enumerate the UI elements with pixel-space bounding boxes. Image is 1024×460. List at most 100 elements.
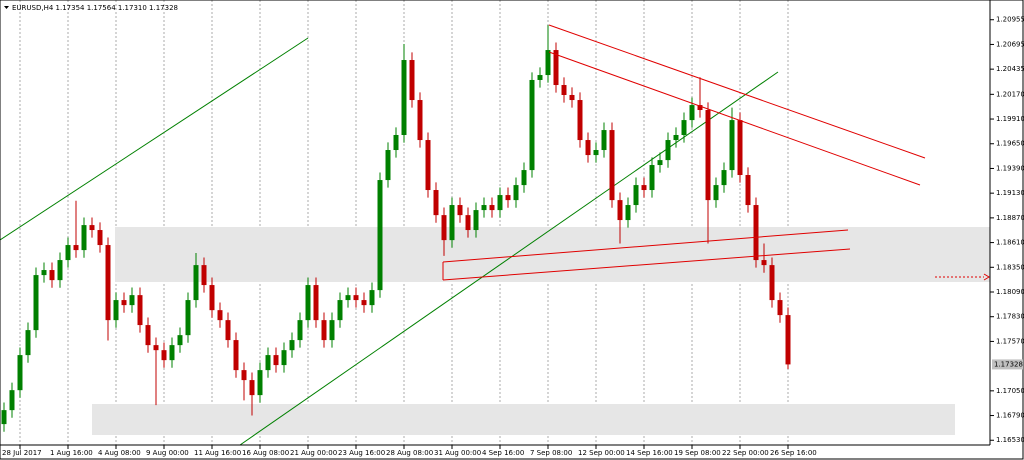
candle-body [665,140,671,161]
candle-body [681,120,687,136]
y-tick-label: 1.18610 [996,239,1024,247]
x-tick-label: 16 Aug 08:00 [242,449,289,457]
candle-body [289,340,295,351]
candle-body [545,50,551,76]
candle-body [497,195,503,211]
y-tick-label: 1.17570 [996,337,1024,345]
candle-body [409,60,415,101]
x-tick-label: 26 Sep 16:00 [770,449,817,457]
candle-body [649,165,655,191]
y-tick-label: 1.17050 [996,387,1024,395]
candle-body [225,320,231,341]
candle-body [65,245,71,261]
candle-body [337,300,343,321]
candle-body [121,300,127,306]
candle-body [49,270,55,281]
price-arrow-head [983,273,990,281]
axes: 1.20955 1.20695 1.20435 1.20170 1.19910 1.196… [2,16,1024,457]
candles [1,24,791,432]
candle-body [777,300,783,316]
candle-body [113,300,119,321]
candle-body [601,130,607,151]
x-tick-label: 23 Aug 16:00 [338,449,385,457]
y-tick-label: 1.19390 [996,164,1024,172]
candle-body [185,300,191,336]
candle-body [257,370,263,396]
candle-body [657,160,663,166]
x-tick-label: 1 Aug 16:00 [50,449,93,457]
y-tick-label: 1.20435 [996,65,1024,73]
x-tick-label: 14 Sep 16:00 [626,449,673,457]
candle-body [705,110,711,201]
candle-body [241,370,247,381]
candle-body [249,380,255,396]
candle-body [481,205,487,211]
x-tick-label: 19 Sep 08:00 [674,449,721,457]
candle-body [633,185,639,206]
candle-body [321,320,327,341]
candle-body [641,185,647,191]
channel-line [548,51,921,186]
candle-body [201,265,207,286]
y-tick-label: 1.20955 [996,16,1024,24]
channel-line [548,24,926,159]
x-tick-label: 9 Aug 00:00 [146,449,189,457]
candle-body [713,185,719,201]
candle-body [217,310,223,321]
x-tick-label: 28 Jul 2017 [2,449,42,457]
candle-body [377,180,383,291]
candle-body [537,75,543,80]
candle-body [737,120,743,176]
channel-line [442,248,851,281]
menu-icon[interactable] [4,6,9,9]
last-price-box [992,359,1023,370]
candle-body [57,260,63,281]
candle-body [753,205,759,261]
candle-body [25,330,31,356]
candle-body [89,225,95,231]
candle-body [97,230,103,246]
y-tick-label: 1.19650 [996,140,1024,148]
candle-body [721,170,727,186]
candle-body [305,285,311,321]
x-tick-label: 4 Sep 16:00 [482,449,524,457]
candle-body [457,205,463,216]
candle-body [441,215,447,241]
candle-body [1,410,7,425]
candle-body [265,355,271,371]
candle-body [593,150,599,156]
candle-body [233,340,239,371]
x-tick-label: 11 Aug 16:00 [194,449,241,457]
candle-body [513,185,519,201]
candle-body [209,285,215,311]
y-tick-label: 1.19130 [996,189,1024,197]
y-tick-label: 1.19910 [996,115,1024,123]
candle-body [385,150,391,181]
candle-body [729,120,735,171]
candle-body [609,130,615,201]
candle-body [585,140,591,156]
x-tick-label: 28 Aug 08:00 [386,449,433,457]
y-tick-label: 1.17830 [996,313,1024,321]
zone-upper [115,227,990,282]
candle-body [673,135,679,141]
candle-body [393,135,399,151]
candle-body [569,94,575,101]
candle-body [369,290,375,306]
last-price-label: 1.17328 [994,360,1023,368]
candle-body [153,345,159,351]
candle-body [161,350,167,361]
candle-body [697,105,703,111]
candle-body [9,390,15,411]
x-tick-label: 7 Sep 08:00 [530,449,572,457]
y-tick-label: 1.16790 [996,412,1024,420]
trend-line [0,37,309,241]
candle-body [617,200,623,221]
candle-body [577,100,583,141]
chart-title: EURUSD,H4 1.17354 1.17564 1.17310 1.1732… [12,4,178,12]
y-tick-label: 1.18350 [996,263,1024,271]
candle-body [17,355,23,391]
candle-body [33,275,39,331]
x-tick-label: 22 Sep 00:00 [722,449,769,457]
candle-body [401,60,407,136]
